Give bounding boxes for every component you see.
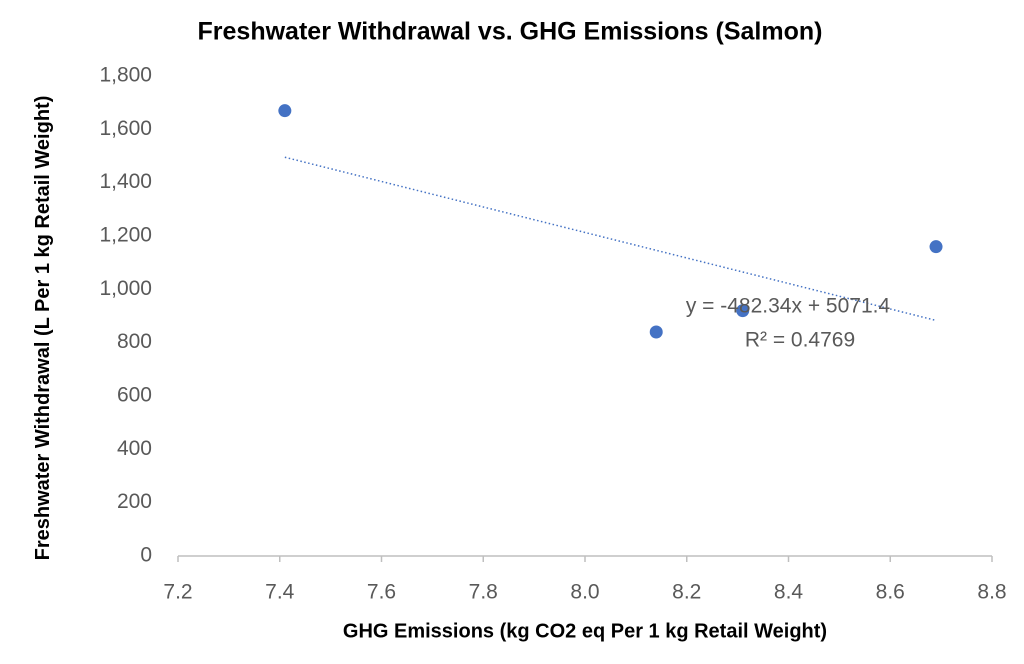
x-tick-label: 7.8 — [469, 581, 498, 604]
x-tick-label: 7.6 — [367, 581, 396, 604]
point — [736, 304, 750, 318]
y-tick-label: 0 — [140, 544, 152, 567]
chart-title: Freshwater Withdrawal vs. GHG Emissions … — [198, 18, 823, 46]
y-axis-label: Freshwater Withdrawal (L Per 1 kg Retail… — [32, 95, 54, 561]
y-tick-label: 1,000 — [99, 277, 152, 300]
x-tick-label: 7.4 — [265, 581, 295, 604]
y-tick-label: 1,600 — [99, 117, 152, 140]
x-tick-label: 7.2 — [163, 581, 192, 604]
x-tick-label: 8.8 — [977, 581, 1006, 604]
point — [278, 104, 292, 118]
y-tick-label: 1,800 — [99, 64, 152, 87]
x-tick-label: 8.2 — [672, 581, 701, 604]
y-tick-label: 600 — [117, 384, 152, 407]
y-tick-label: 200 — [117, 490, 152, 513]
y-tick-label: 1,200 — [99, 224, 152, 247]
x-tick-label: 8.4 — [774, 581, 804, 604]
y-tick-label: 1,400 — [99, 170, 152, 193]
y-tick-label: 800 — [117, 330, 152, 353]
x-axis-label: GHG Emissions (kg CO2 eq Per 1 kg Retail… — [343, 620, 827, 642]
y-tick-label: 400 — [117, 437, 152, 460]
point — [649, 325, 663, 339]
x-tick-label: 8.6 — [876, 581, 905, 604]
point — [929, 240, 943, 254]
trendline-r-squared: R² = 0.4769 — [745, 329, 855, 352]
trendline-equation: y = -482.34x + 5071.4 — [686, 295, 891, 318]
x-tick-label: 8.0 — [570, 581, 599, 604]
